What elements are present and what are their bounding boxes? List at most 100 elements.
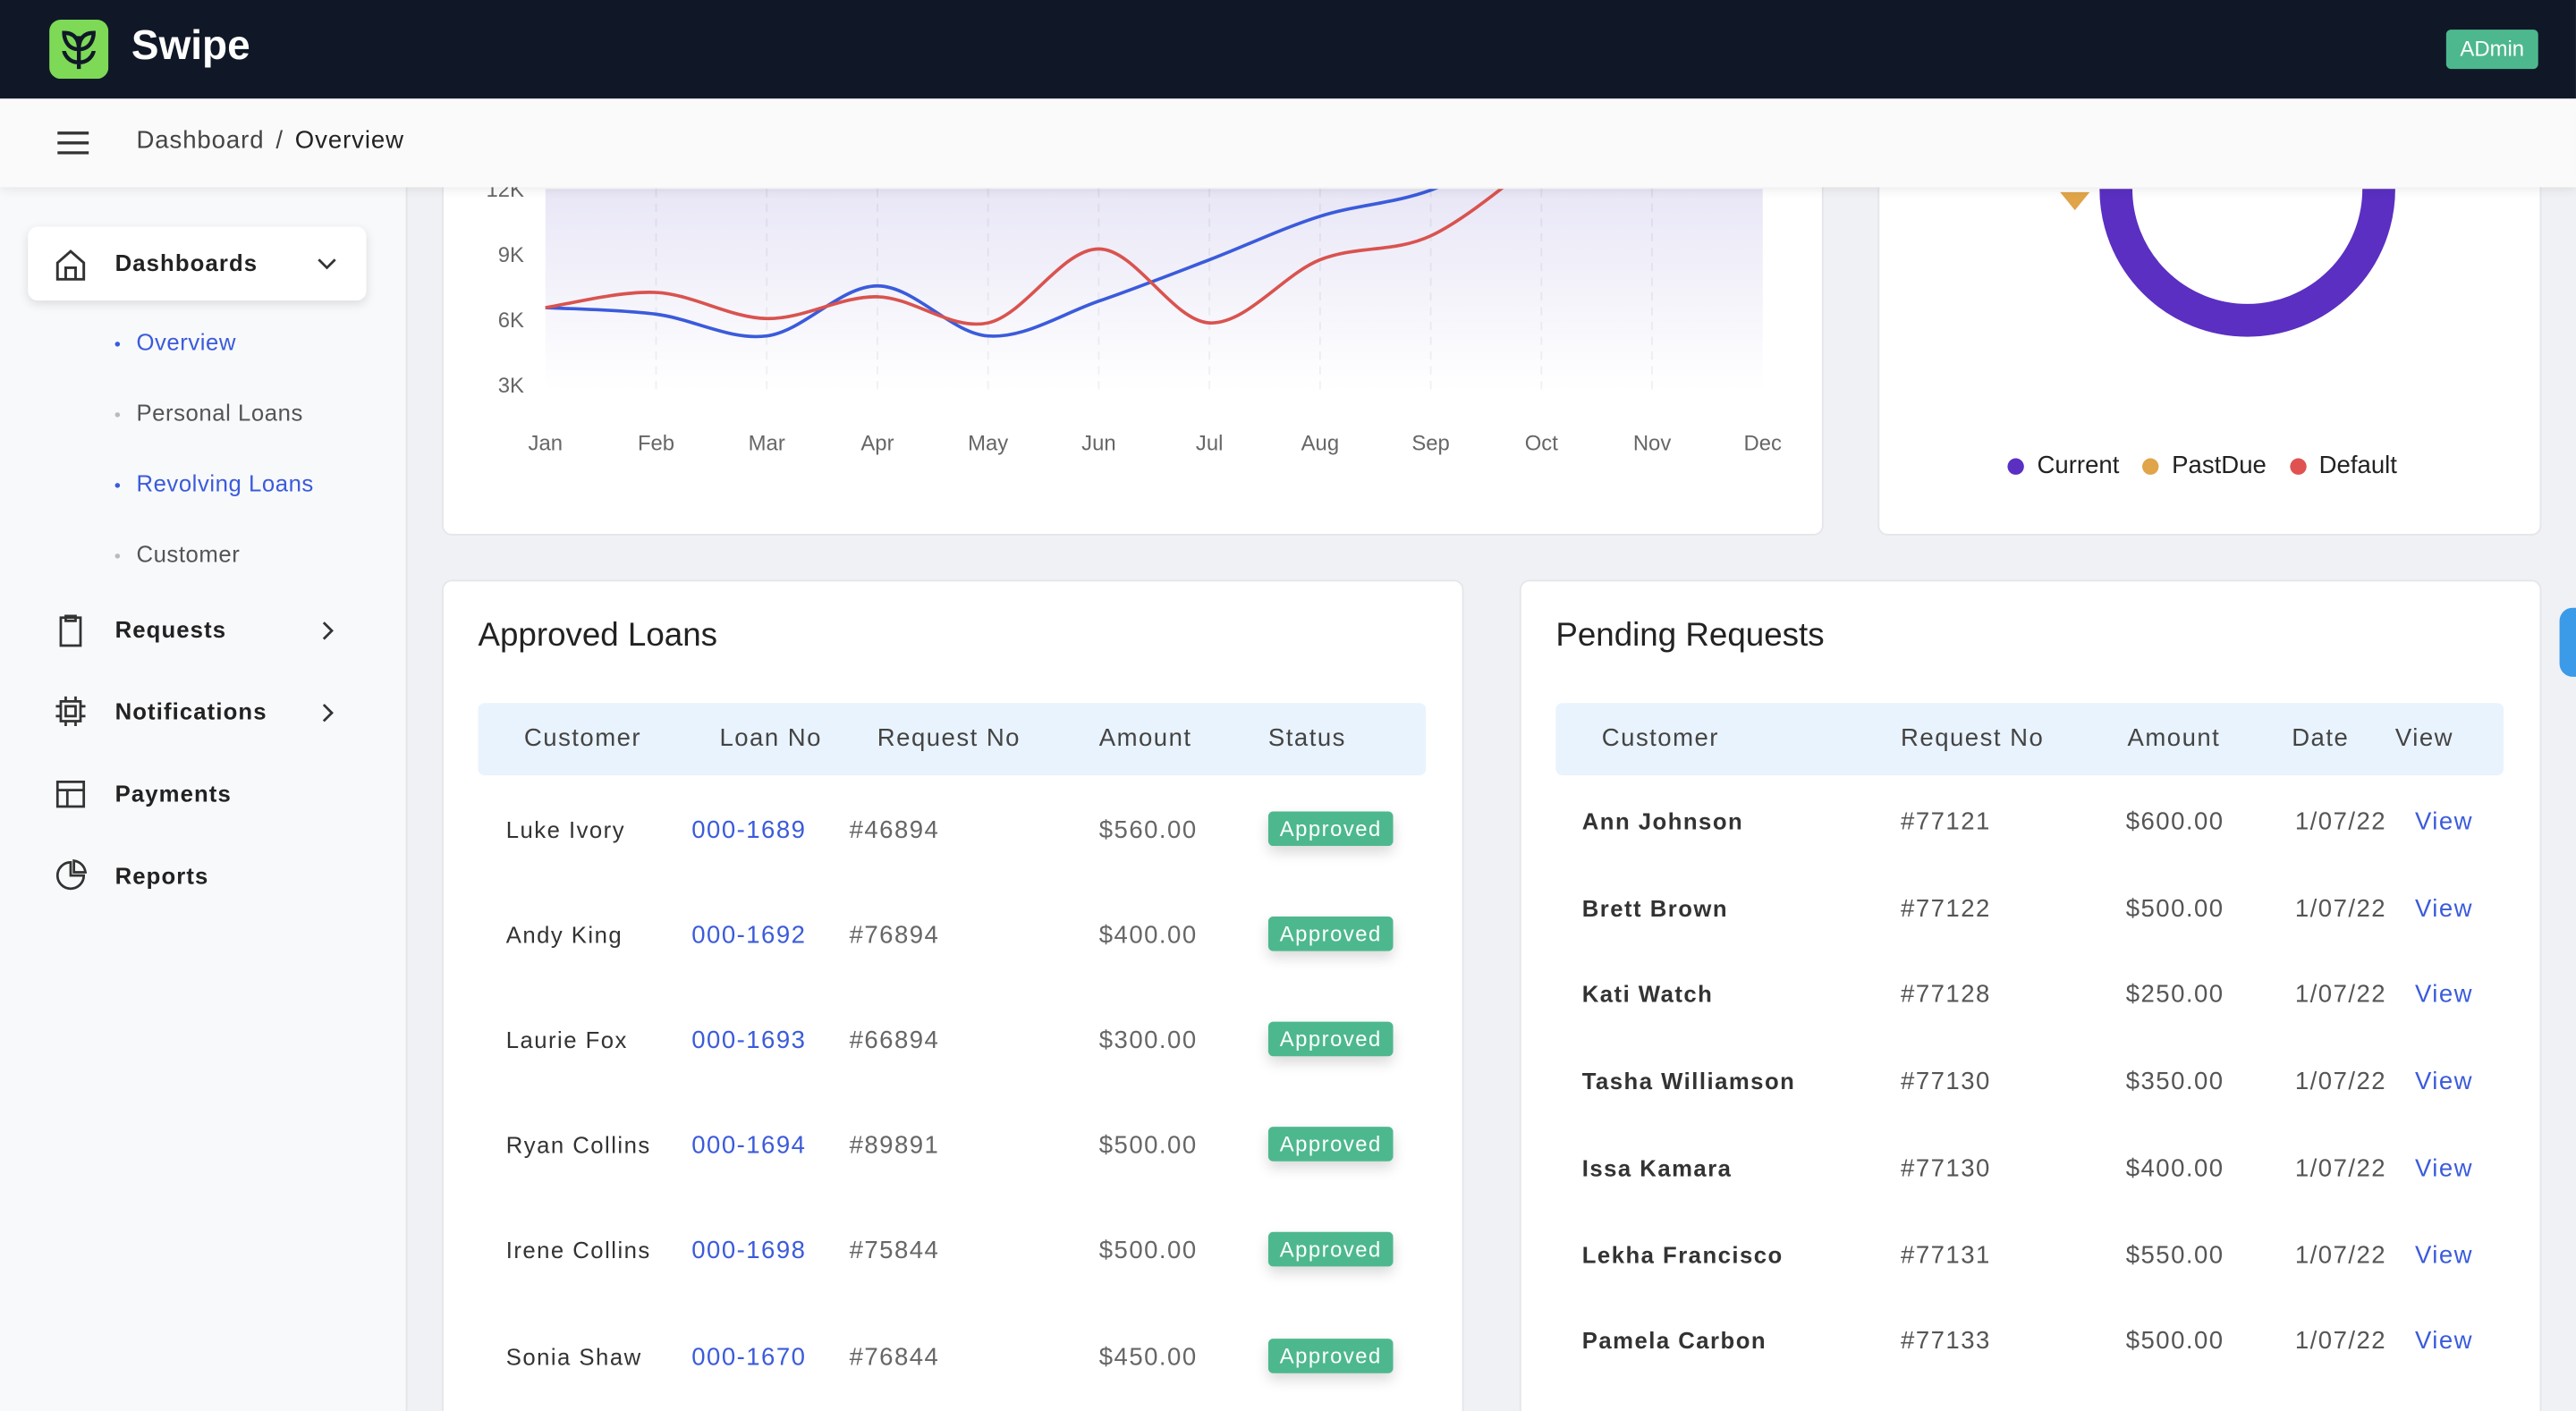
cell: 1/07/22 <box>2294 1154 2387 1183</box>
pending-card: Pending Requests Customer Request No Amoun… <box>1519 579 2542 1411</box>
cell: #89891 <box>849 1132 940 1161</box>
cell: Irene Collins <box>505 1237 651 1264</box>
bullet <box>114 483 121 488</box>
nav-subitem[interactable]: Overview <box>136 328 237 355</box>
loan-link[interactable]: 000-1689 <box>691 815 807 845</box>
loan-link[interactable]: 000-1694 <box>691 1132 807 1161</box>
cell: $400.00 <box>2125 1154 2224 1183</box>
x-tick-label: Oct <box>1525 431 1558 455</box>
cell: 1/07/22 <box>2294 1068 2387 1096</box>
column-header: Loan No <box>719 724 822 753</box>
cell: Ann Johnson <box>1581 807 1744 835</box>
view-link[interactable]: View <box>2414 981 2474 1010</box>
cell: Ryan Collins <box>505 1132 651 1159</box>
card-title: Pending Requests <box>1555 617 1825 655</box>
cell: $350.00 <box>2125 1068 2224 1096</box>
legend-item[interactable]: PastDue <box>2142 452 2267 479</box>
legend: Current PastDue Default <box>2007 452 2397 479</box>
nav-item[interactable]: Reports <box>114 862 209 889</box>
column-header: Request No <box>1901 724 2045 753</box>
status-badge: Approved <box>1267 917 1394 951</box>
x-tick-label: May <box>968 431 1008 455</box>
legend-label: PastDue <box>2172 452 2267 480</box>
loan-link[interactable]: 000-1693 <box>691 1027 807 1055</box>
view-link[interactable]: View <box>2414 1327 2474 1356</box>
x-tick-label: Jan <box>529 431 563 455</box>
loan-link[interactable]: 000-1698 <box>691 1237 807 1266</box>
x-tick-label: Sep <box>1411 431 1449 455</box>
nav-item[interactable]: Dashboards <box>114 249 258 276</box>
crumb[interactable]: Dashboard <box>136 126 265 155</box>
nav-subitem[interactable]: Customer <box>136 540 241 567</box>
x-tick-label: Jul <box>1196 431 1223 455</box>
bullet <box>114 342 121 347</box>
nav-icon <box>55 859 88 891</box>
y-tick-label: 3K <box>498 374 524 398</box>
cell: #77130 <box>1901 1068 1991 1096</box>
cell: Issa Kamara <box>1581 1154 1733 1181</box>
view-link[interactable]: View <box>2414 807 2474 837</box>
sidebar: Dashboards Overview Personal Loans Revolvin… <box>0 187 408 1411</box>
nav-subitem[interactable]: Personal Loans <box>136 399 303 426</box>
crumb: Overview <box>294 126 404 155</box>
cell: #76894 <box>849 921 940 950</box>
line-chart: Jan Feb Mar Apr May Jun Jul Aug Sep Oct Nov Dec 3K 6K… <box>486 178 1782 455</box>
x-tick-label: Mar <box>749 431 785 455</box>
menu-icon[interactable] <box>55 130 91 156</box>
brand: Swipe <box>131 22 250 70</box>
column-header: Amount <box>1098 724 1192 753</box>
nav-subitem[interactable]: Revolving Loans <box>136 469 314 496</box>
cell: 1/07/22 <box>2294 894 2387 923</box>
view-link[interactable]: View <box>2414 1068 2474 1096</box>
chevron <box>322 621 334 640</box>
x-tick-label: Nov <box>1633 431 1671 455</box>
y-tick-label: 9K <box>498 243 524 267</box>
logo <box>49 20 109 80</box>
table-header <box>478 703 1427 776</box>
chevron <box>322 704 334 722</box>
y-tick-label: 6K <box>498 308 524 333</box>
line-series <box>545 189 1504 326</box>
cell: 1/07/22 <box>2294 1327 2387 1356</box>
breadcrumb-bar: Dashboard / Overview <box>0 98 2576 188</box>
legend-swatch <box>2007 457 2024 474</box>
status-badge: Approved <box>1267 1127 1394 1162</box>
cell: Lekha Francisco <box>1581 1240 1784 1268</box>
cell: #77130 <box>1901 1154 1991 1183</box>
loan-link[interactable]: 000-1670 <box>691 1342 807 1371</box>
legend-item[interactable]: Current <box>2007 452 2119 479</box>
x-tick-label: Jun <box>1081 431 1115 455</box>
column-header: Customer <box>1601 724 1719 753</box>
user-badge[interactable]: ADmin <box>2445 30 2538 70</box>
cell: $500.00 <box>1098 1132 1198 1161</box>
column-header: Amount <box>2127 724 2221 753</box>
cell: $500.00 <box>2125 894 2224 923</box>
x-tick-label: Dec <box>1744 431 1782 455</box>
view-link[interactable]: View <box>2414 894 2474 923</box>
cell: #77122 <box>1901 894 1991 923</box>
table-header <box>1555 703 2504 776</box>
cell: #66894 <box>849 1027 940 1055</box>
area <box>545 189 1763 392</box>
column-header: View <box>2394 724 2454 753</box>
cell: 1/07/22 <box>2294 1240 2387 1270</box>
nav-item[interactable]: Notifications <box>114 697 267 725</box>
view-link[interactable]: View <box>2414 1154 2474 1183</box>
nav-item[interactable]: Requests <box>114 615 227 643</box>
nav-icon <box>55 696 86 726</box>
loan-link[interactable]: 000-1692 <box>691 921 807 950</box>
top-bar: Swipe ADmin <box>0 0 2576 99</box>
cell: 1/07/22 <box>2294 981 2387 1010</box>
view-link[interactable]: View <box>2414 1240 2474 1270</box>
status-badge: Approved <box>1267 1021 1394 1057</box>
cell: #77131 <box>1901 1240 1991 1270</box>
cell: $550.00 <box>2125 1240 2224 1270</box>
legend-label: Current <box>2037 452 2120 480</box>
bullet <box>114 412 121 418</box>
nav-item[interactable]: Payments <box>114 780 232 807</box>
legend-item[interactable]: Default <box>2289 452 2397 479</box>
side-tab[interactable] <box>2559 607 2576 677</box>
donut <box>2060 189 2395 337</box>
cell: Brett Brown <box>1581 894 1729 921</box>
